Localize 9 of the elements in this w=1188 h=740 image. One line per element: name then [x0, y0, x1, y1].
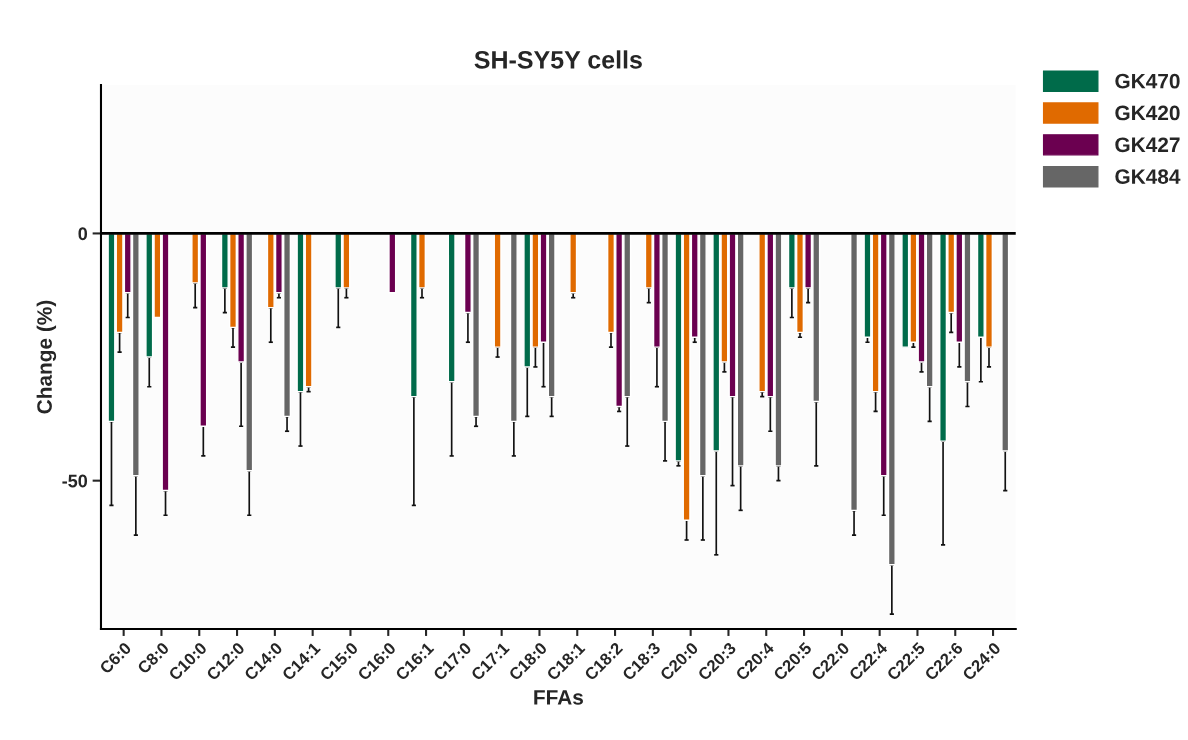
y-tick-label: -50 — [62, 474, 88, 488]
legend-label: GK427 — [1115, 137, 1180, 153]
legend-label: GK420 — [1115, 105, 1180, 121]
y-axis-title: Change (%) — [36, 300, 57, 414]
chart-title: SH-SY5Y cells — [474, 50, 642, 69]
y-tick-label: 0 — [78, 227, 88, 241]
x-axis-title: FFAs — [534, 690, 583, 705]
legend-label: GK470 — [1115, 73, 1180, 89]
legend-label: GK484 — [1115, 169, 1181, 184]
